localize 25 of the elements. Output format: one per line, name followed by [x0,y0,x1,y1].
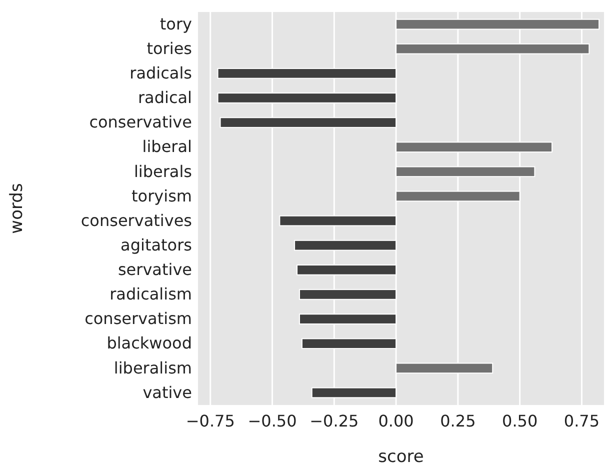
y-tick-label: liberalism [114,358,192,378]
y-tick-label: liberals [134,162,192,181]
y-tick-label: conservatism [84,309,192,328]
y-tick-label: radical [138,88,192,108]
y-tick-label: servative [118,260,192,280]
x-tick-label: 0.00 [378,411,414,430]
y-tick-label: conservatives [80,210,192,230]
y-tick-label: agitators [120,235,192,254]
x-tick-label: 0.50 [502,411,538,430]
y-tick-label: radicals [130,64,192,83]
y-tick-label: tories [146,38,192,58]
y-tick-label: liberal [142,137,192,156]
y-tick-label: toryism [132,186,192,206]
x-tick-label: 0.75 [564,411,600,430]
x-tick-label: −0.75 [186,411,235,430]
y-tick-label: tory [160,14,192,34]
x-tick-label: −0.50 [248,411,297,430]
x-tick-label: 0.25 [440,411,476,430]
y-tick-label: conservative [89,112,192,132]
y-tick-label: radicalism [110,284,192,304]
y-tick-label: vative [142,382,192,402]
y-axis-title: words [7,183,27,234]
x-tick-label: −0.25 [310,411,359,430]
x-axis-title: score [378,447,424,467]
y-tick-label: blackwood [106,334,192,353]
